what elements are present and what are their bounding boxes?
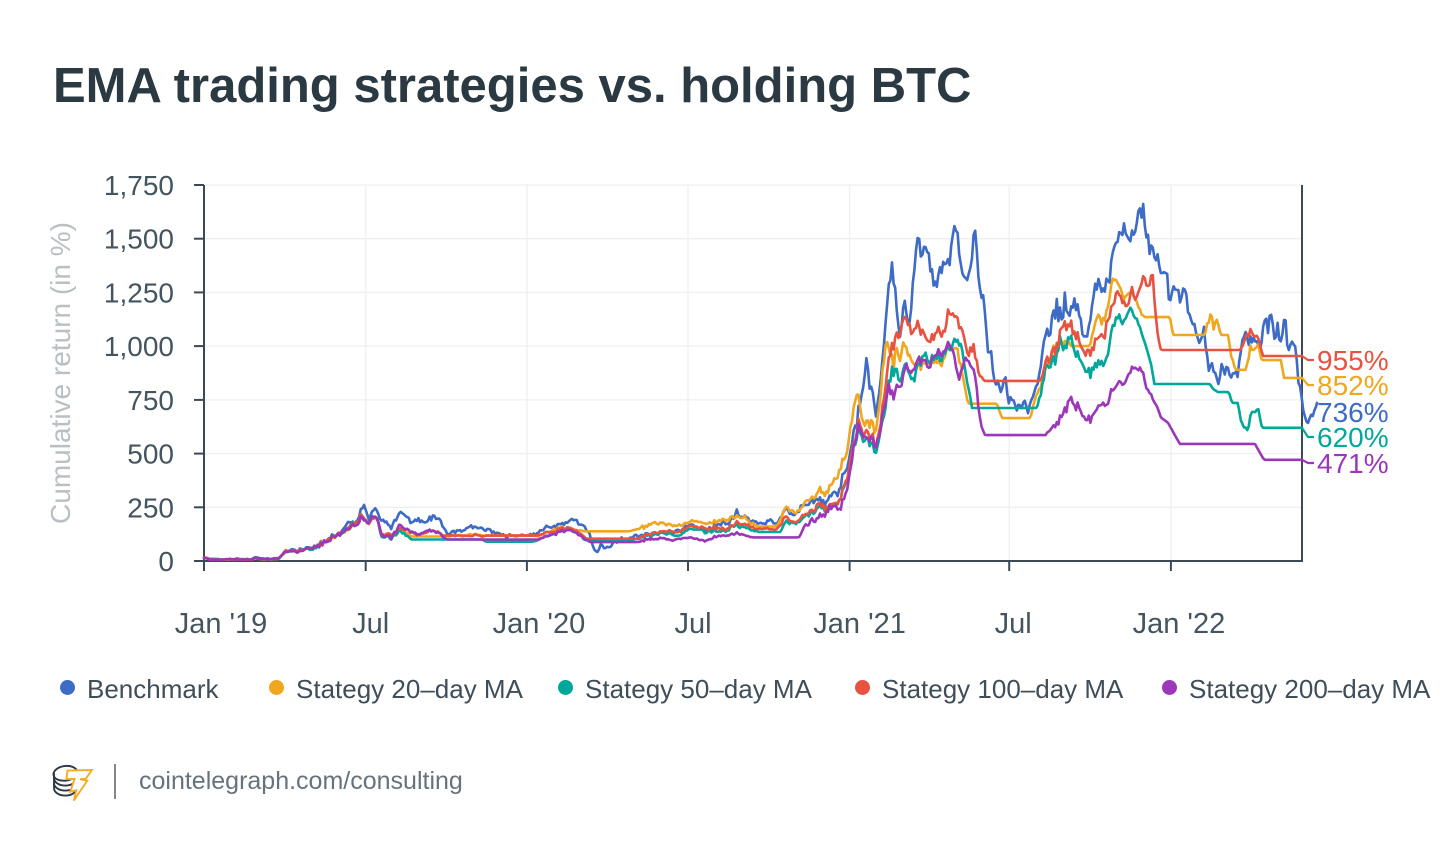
- svg-text:Cumulative return (in %): Cumulative return (in %): [45, 222, 76, 524]
- svg-text:620%: 620%: [1317, 422, 1389, 453]
- svg-text:Jan '20: Jan '20: [493, 608, 586, 640]
- svg-text:Jul: Jul: [995, 608, 1032, 640]
- svg-text:471%: 471%: [1317, 448, 1389, 479]
- svg-text:750: 750: [127, 385, 174, 416]
- svg-text:Jul: Jul: [352, 608, 389, 640]
- svg-text:500: 500: [127, 439, 174, 470]
- svg-text:1,250: 1,250: [104, 277, 174, 308]
- svg-text:Jan '22: Jan '22: [1133, 608, 1226, 640]
- svg-text:250: 250: [127, 492, 174, 523]
- svg-text:Jan '19: Jan '19: [175, 608, 268, 640]
- svg-text:1,500: 1,500: [104, 224, 174, 255]
- svg-text:736%: 736%: [1317, 397, 1389, 428]
- svg-text:852%: 852%: [1317, 370, 1389, 401]
- svg-text:955%: 955%: [1317, 345, 1389, 376]
- svg-text:Jan '21: Jan '21: [813, 608, 906, 640]
- svg-text:0: 0: [158, 546, 174, 577]
- svg-text:Jul: Jul: [674, 608, 711, 640]
- svg-text:1,000: 1,000: [104, 331, 174, 362]
- svg-text:1,750: 1,750: [104, 170, 174, 201]
